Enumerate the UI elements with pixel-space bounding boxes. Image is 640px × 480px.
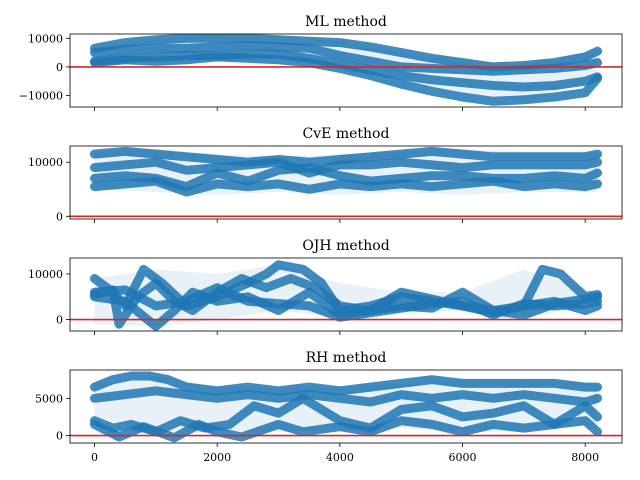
series-line-1: [90, 146, 602, 167]
y-tick-label: 10000: [28, 156, 63, 169]
series-line-2: [90, 41, 602, 76]
y-tick-label: −10000: [19, 90, 63, 103]
panel-title: OJH method: [302, 238, 389, 254]
y-tick-label: 10000: [28, 32, 63, 45]
series-line-4: [90, 416, 602, 443]
y-tick-label: 0: [56, 61, 63, 74]
series-line-1: [90, 260, 602, 315]
axes-frame: [69, 369, 623, 444]
series-line-2: [90, 386, 602, 407]
x-tick-label: 2000: [203, 451, 231, 464]
y-tick-label: 0: [56, 210, 63, 223]
plot-area: [70, 146, 622, 218]
panel-title: RH method: [306, 350, 387, 366]
series-line-1: [90, 34, 602, 72]
panel-2: CvE method 10000 0: [28, 126, 623, 223]
x-tick-label: 0: [91, 451, 98, 464]
y-tick-label: 0: [56, 430, 63, 443]
panel-title: CvE method: [303, 126, 390, 142]
panel-1: ML method 10000 0 −10000: [19, 14, 623, 111]
panel-3: OJH method 10000 0: [28, 238, 623, 335]
axes-frame: [69, 33, 623, 108]
x-tick-label: 6000: [449, 451, 477, 464]
series-line-4: [90, 52, 602, 106]
plot-area: [70, 34, 622, 106]
panel-title: ML method: [305, 14, 387, 30]
x-tick-label: 8000: [571, 451, 599, 464]
series-line-4: [90, 176, 602, 197]
axes-frame: [69, 145, 623, 220]
axes-frame: [69, 257, 623, 332]
series-line-2: [90, 157, 602, 178]
plot-area: [70, 371, 622, 443]
x-tick-label: 4000: [326, 451, 354, 464]
series-line-3: [90, 163, 602, 192]
y-tick-label: 10000: [28, 268, 63, 281]
plot-area: [70, 260, 622, 331]
y-tick-label: 5000: [35, 392, 63, 405]
y-tick-label: 0: [56, 314, 63, 327]
series-line-1: [90, 371, 602, 396]
series-line-4: [90, 283, 602, 322]
panel-4: RH method 5000 0 0 2000 4000 6000 8000: [35, 350, 623, 464]
